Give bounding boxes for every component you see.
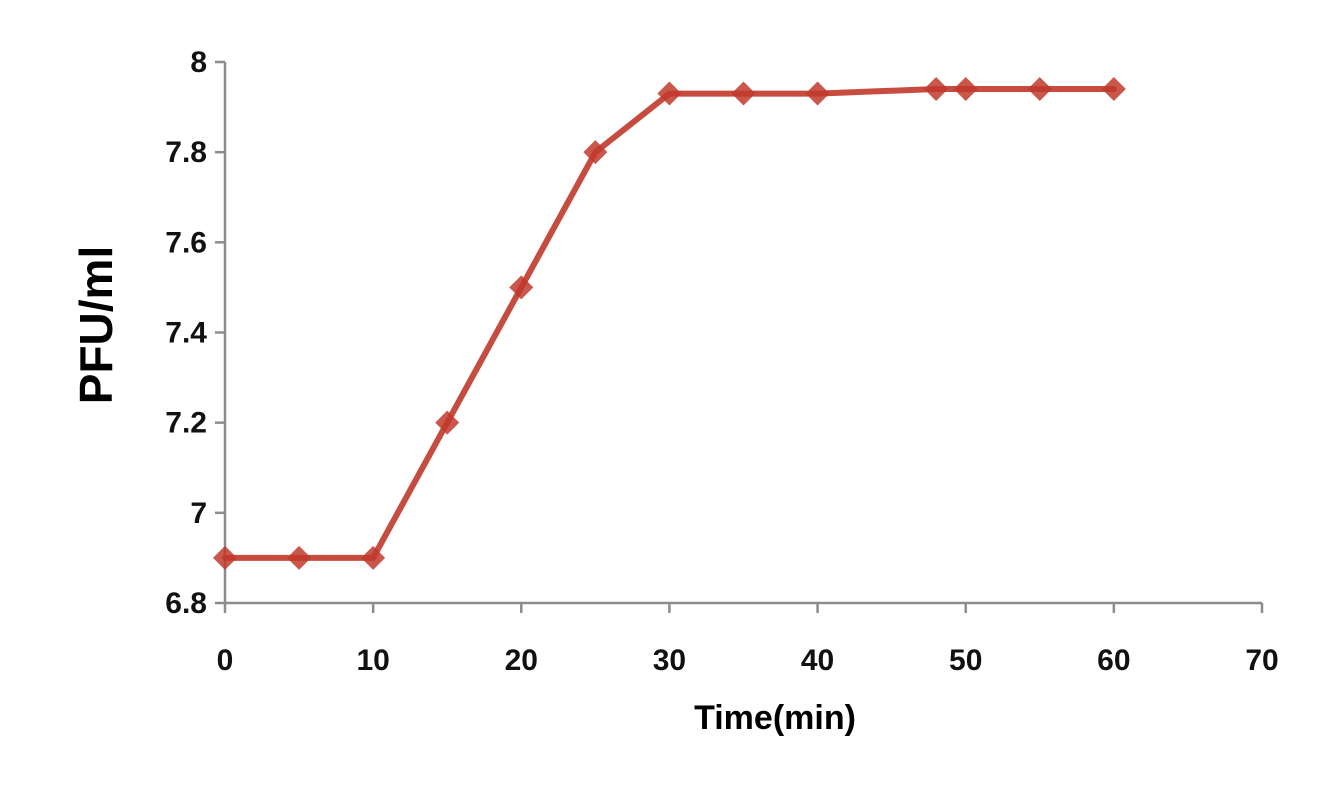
y-tick-label: 8 bbox=[190, 46, 207, 79]
y-tick-label: 7.6 bbox=[165, 226, 207, 259]
data-point-marker bbox=[953, 77, 978, 102]
ticks: 6.8 7 7.2 7.4 7.6 7.8 8 0 10 20 30 40 50 60 70 bbox=[165, 46, 1278, 677]
x-tick-label: 50 bbox=[949, 644, 982, 677]
x-tick-label: 70 bbox=[1245, 644, 1278, 677]
y-tick-label: 7.2 bbox=[165, 407, 207, 440]
x-tick-label: 30 bbox=[653, 644, 686, 677]
data-point-marker bbox=[1101, 77, 1126, 102]
data-point-marker bbox=[435, 410, 460, 435]
x-tick-label: 20 bbox=[505, 644, 538, 677]
series-layer bbox=[213, 77, 1126, 570]
data-point-marker bbox=[361, 545, 386, 570]
data-point-marker bbox=[731, 81, 756, 106]
data-point-marker bbox=[657, 81, 682, 106]
data-point-marker bbox=[1027, 77, 1052, 102]
y-tick-label: 7 bbox=[190, 497, 207, 530]
data-point-marker bbox=[287, 545, 312, 570]
data-point-marker bbox=[213, 545, 237, 570]
x-tick-label: 0 bbox=[217, 644, 234, 677]
y-tick-label: 7.8 bbox=[165, 136, 207, 169]
data-point-marker bbox=[583, 140, 608, 165]
data-point-marker bbox=[805, 81, 830, 106]
x-tick-label: 60 bbox=[1097, 644, 1130, 677]
y-tick-label: 7.4 bbox=[165, 317, 207, 350]
x-tick-label: 40 bbox=[801, 644, 834, 677]
axes bbox=[223, 62, 1262, 605]
y-tick-label: 6.8 bbox=[165, 587, 207, 620]
x-axis-title: Time(min) bbox=[694, 699, 856, 737]
x-tick-label: 10 bbox=[356, 644, 389, 677]
data-point-marker bbox=[509, 275, 534, 300]
data-point-marker bbox=[924, 77, 949, 102]
y-axis-title: PFU/ml bbox=[70, 246, 122, 404]
series-line bbox=[222, 86, 1117, 561]
